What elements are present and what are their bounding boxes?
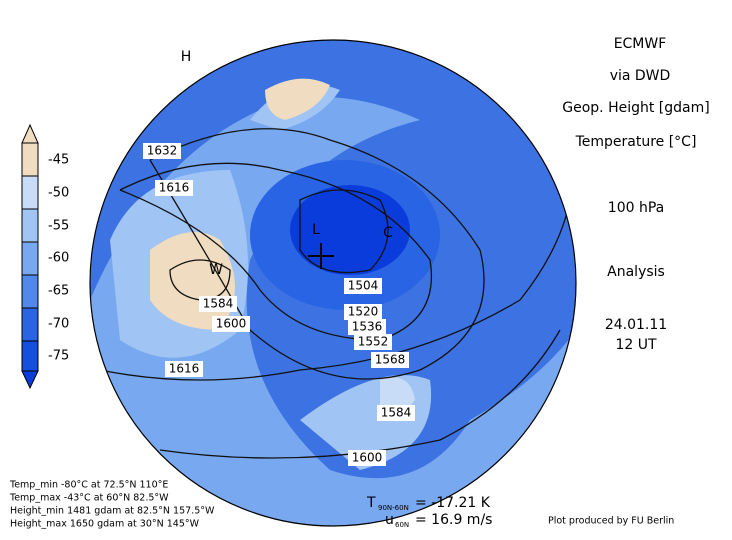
stat-line: Height_max 1650 gdam at 30°N 145°W xyxy=(10,519,200,530)
contour-label: 1568 xyxy=(375,353,406,367)
contour-labels: 1632 1616 1584 1600 1504 1520 1536 1552 … xyxy=(143,143,415,466)
credit: Plot produced by FU Berlin xyxy=(548,516,674,527)
stat-line: Temp_max -43°C at 60°N 82.5°W xyxy=(9,493,169,504)
map xyxy=(90,40,576,526)
stat-line: Height_min 1481 gdam at 82.5°N 157.5°W xyxy=(10,506,215,517)
marker: H xyxy=(181,49,192,65)
contour-label: 1584 xyxy=(203,297,234,311)
index-symbol: T xyxy=(366,495,376,511)
contour-label: 1600 xyxy=(352,451,383,465)
source: via DWD xyxy=(610,68,671,84)
globe-border xyxy=(89,39,577,527)
marker: C xyxy=(383,225,393,241)
colorbar-label: -45 xyxy=(48,153,69,168)
index-symbol: u xyxy=(385,512,394,528)
stat-line: Temp_min -80°C at 72.5°N 110°E xyxy=(9,480,168,491)
index-sub: 90N-60N xyxy=(378,504,409,512)
colorbar: -45 -50 -55 -60 -65 -70 -75 xyxy=(21,123,69,390)
colorbar-label: -55 xyxy=(48,219,69,234)
time: 12 UT xyxy=(615,337,657,353)
contour-label: 1616 xyxy=(159,181,190,195)
contour-label: 1536 xyxy=(352,320,383,334)
contour-label: 1616 xyxy=(169,362,200,376)
contour-label: 1552 xyxy=(358,335,389,349)
marker: W xyxy=(209,262,223,278)
marker: L xyxy=(312,222,320,238)
index-value: = 16.9 m/s xyxy=(415,512,492,528)
colorbar-label: -70 xyxy=(48,317,69,332)
colorbar-label: -50 xyxy=(48,186,69,201)
variable: Temperature [°C] xyxy=(575,134,697,150)
level: 100 hPa xyxy=(608,200,664,216)
header: ECMWF via DWD Geop. Height [gdam] Temper… xyxy=(562,36,709,353)
contour-label: 1584 xyxy=(381,406,412,420)
markers: W L C H xyxy=(181,49,393,278)
contour-label: 1504 xyxy=(348,279,379,293)
contour-label: 1600 xyxy=(216,317,247,331)
contour-label: 1632 xyxy=(147,144,178,158)
colorbar-label: -60 xyxy=(48,251,69,266)
index-value: = -17.21 K xyxy=(415,495,491,511)
contour-label: 1520 xyxy=(348,305,379,319)
indices: T 90N-60N = -17.21 K u 60N = 16.9 m/s xyxy=(366,495,492,529)
stats: Temp_min -80°C at 72.5°N 110°E Temp_max … xyxy=(9,480,215,530)
variable: Geop. Height [gdam] xyxy=(562,100,709,116)
colorbar-label: -65 xyxy=(48,284,69,299)
colorbar-label: -75 xyxy=(48,349,69,364)
title: ECMWF xyxy=(614,36,667,52)
index-sub: 60N xyxy=(395,521,409,529)
kind: Analysis xyxy=(607,264,665,280)
date: 24.01.11 xyxy=(605,317,667,333)
low-cross xyxy=(308,243,334,269)
